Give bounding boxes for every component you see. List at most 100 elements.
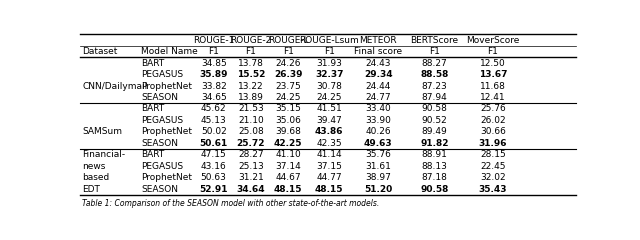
Text: Dataset: Dataset xyxy=(83,47,118,56)
Text: 45.62: 45.62 xyxy=(201,104,227,114)
Text: 87.94: 87.94 xyxy=(422,93,447,102)
Text: F1: F1 xyxy=(208,47,219,56)
Text: 40.26: 40.26 xyxy=(365,127,391,137)
Text: 89.49: 89.49 xyxy=(422,127,447,137)
Text: 29.34: 29.34 xyxy=(364,70,393,79)
Text: based: based xyxy=(83,173,109,182)
Text: 39.68: 39.68 xyxy=(275,127,301,137)
Text: F1: F1 xyxy=(245,47,256,56)
Text: 50.02: 50.02 xyxy=(201,127,227,137)
Text: SEASON: SEASON xyxy=(141,185,178,194)
Text: F1: F1 xyxy=(283,47,294,56)
Text: F1: F1 xyxy=(324,47,335,56)
Text: 50.63: 50.63 xyxy=(201,173,227,182)
Text: 32.37: 32.37 xyxy=(315,70,344,79)
Text: 15.52: 15.52 xyxy=(237,70,265,79)
Text: 49.63: 49.63 xyxy=(364,139,393,148)
Text: 87.18: 87.18 xyxy=(422,173,447,182)
Text: 34.64: 34.64 xyxy=(237,185,265,194)
Text: BERTScore: BERTScore xyxy=(411,36,459,45)
Text: 39.47: 39.47 xyxy=(316,116,342,125)
Text: 41.14: 41.14 xyxy=(316,150,342,159)
Text: 12.41: 12.41 xyxy=(480,93,506,102)
Text: 25.13: 25.13 xyxy=(238,162,264,171)
Text: 33.82: 33.82 xyxy=(201,82,227,90)
Text: 21.53: 21.53 xyxy=(238,104,264,114)
Text: 41.51: 41.51 xyxy=(316,104,342,114)
Text: F1: F1 xyxy=(488,47,499,56)
Text: 88.91: 88.91 xyxy=(422,150,447,159)
Text: 13.78: 13.78 xyxy=(238,59,264,67)
Text: 21.10: 21.10 xyxy=(238,116,264,125)
Text: 25.76: 25.76 xyxy=(480,104,506,114)
Text: 22.45: 22.45 xyxy=(480,162,506,171)
Text: 47.15: 47.15 xyxy=(201,150,227,159)
Text: SAMSum: SAMSum xyxy=(83,127,122,137)
Text: 31.93: 31.93 xyxy=(316,59,342,67)
Text: 13.89: 13.89 xyxy=(238,93,264,102)
Text: 33.90: 33.90 xyxy=(365,116,391,125)
Text: 24.44: 24.44 xyxy=(365,82,391,90)
Text: 32.02: 32.02 xyxy=(480,173,506,182)
Text: 35.89: 35.89 xyxy=(200,70,228,79)
Text: 42.35: 42.35 xyxy=(316,139,342,148)
Text: 13.22: 13.22 xyxy=(238,82,264,90)
Text: 88.58: 88.58 xyxy=(420,70,449,79)
Text: 31.96: 31.96 xyxy=(479,139,507,148)
Text: 28.27: 28.27 xyxy=(238,150,264,159)
Text: EDT: EDT xyxy=(83,185,100,194)
Text: PEGASUS: PEGASUS xyxy=(141,70,183,79)
Text: ROUGE-1: ROUGE-1 xyxy=(193,36,234,45)
Text: 34.65: 34.65 xyxy=(201,93,227,102)
Text: BART: BART xyxy=(141,104,164,114)
Text: BART: BART xyxy=(141,150,164,159)
Text: 30.66: 30.66 xyxy=(480,127,506,137)
Text: PEGASUS: PEGASUS xyxy=(141,162,183,171)
Text: 38.97: 38.97 xyxy=(365,173,391,182)
Text: 35.76: 35.76 xyxy=(365,150,391,159)
Text: 44.67: 44.67 xyxy=(275,173,301,182)
Text: 35.06: 35.06 xyxy=(275,116,301,125)
Text: ROUGE-Lsum: ROUGE-Lsum xyxy=(300,36,359,45)
Text: 24.43: 24.43 xyxy=(365,59,391,67)
Text: 88.27: 88.27 xyxy=(422,59,447,67)
Text: 28.15: 28.15 xyxy=(480,150,506,159)
Text: Final score: Final score xyxy=(355,47,403,56)
Text: METEOR: METEOR xyxy=(360,36,397,45)
Text: 24.77: 24.77 xyxy=(365,93,391,102)
Text: 35.15: 35.15 xyxy=(275,104,301,114)
Text: BART: BART xyxy=(141,59,164,67)
Text: 87.23: 87.23 xyxy=(422,82,447,90)
Text: Table 1: Comparison of the SEASON model with other state-of-the-art models.: Table 1: Comparison of the SEASON model … xyxy=(83,199,380,208)
Text: 25.72: 25.72 xyxy=(237,139,265,148)
Text: news: news xyxy=(83,162,106,171)
Text: PEGASUS: PEGASUS xyxy=(141,116,183,125)
Text: Financial-: Financial- xyxy=(83,150,125,159)
Text: MoverScore: MoverScore xyxy=(466,36,520,45)
Text: 37.15: 37.15 xyxy=(316,162,342,171)
Text: ProphetNet: ProphetNet xyxy=(141,82,192,90)
Text: 24.26: 24.26 xyxy=(275,59,301,67)
Text: ProphetNet: ProphetNet xyxy=(141,173,192,182)
Text: 30.78: 30.78 xyxy=(316,82,342,90)
Text: 24.25: 24.25 xyxy=(317,93,342,102)
Text: 12.50: 12.50 xyxy=(480,59,506,67)
Text: 11.68: 11.68 xyxy=(480,82,506,90)
Text: 90.58: 90.58 xyxy=(422,104,447,114)
Text: 90.52: 90.52 xyxy=(422,116,447,125)
Text: SEASON: SEASON xyxy=(141,139,178,148)
Text: 31.21: 31.21 xyxy=(238,173,264,182)
Text: 90.58: 90.58 xyxy=(420,185,449,194)
Text: F1: F1 xyxy=(429,47,440,56)
Text: Model Name: Model Name xyxy=(141,47,198,56)
Text: 91.82: 91.82 xyxy=(420,139,449,148)
Text: 88.13: 88.13 xyxy=(422,162,447,171)
Text: 43.16: 43.16 xyxy=(201,162,227,171)
Text: 42.25: 42.25 xyxy=(274,139,302,148)
Text: 43.86: 43.86 xyxy=(315,127,344,137)
Text: 44.77: 44.77 xyxy=(316,173,342,182)
Text: 37.14: 37.14 xyxy=(275,162,301,171)
Text: 26.39: 26.39 xyxy=(274,70,302,79)
Text: ProphetNet: ProphetNet xyxy=(141,127,192,137)
Text: 48.15: 48.15 xyxy=(274,185,302,194)
